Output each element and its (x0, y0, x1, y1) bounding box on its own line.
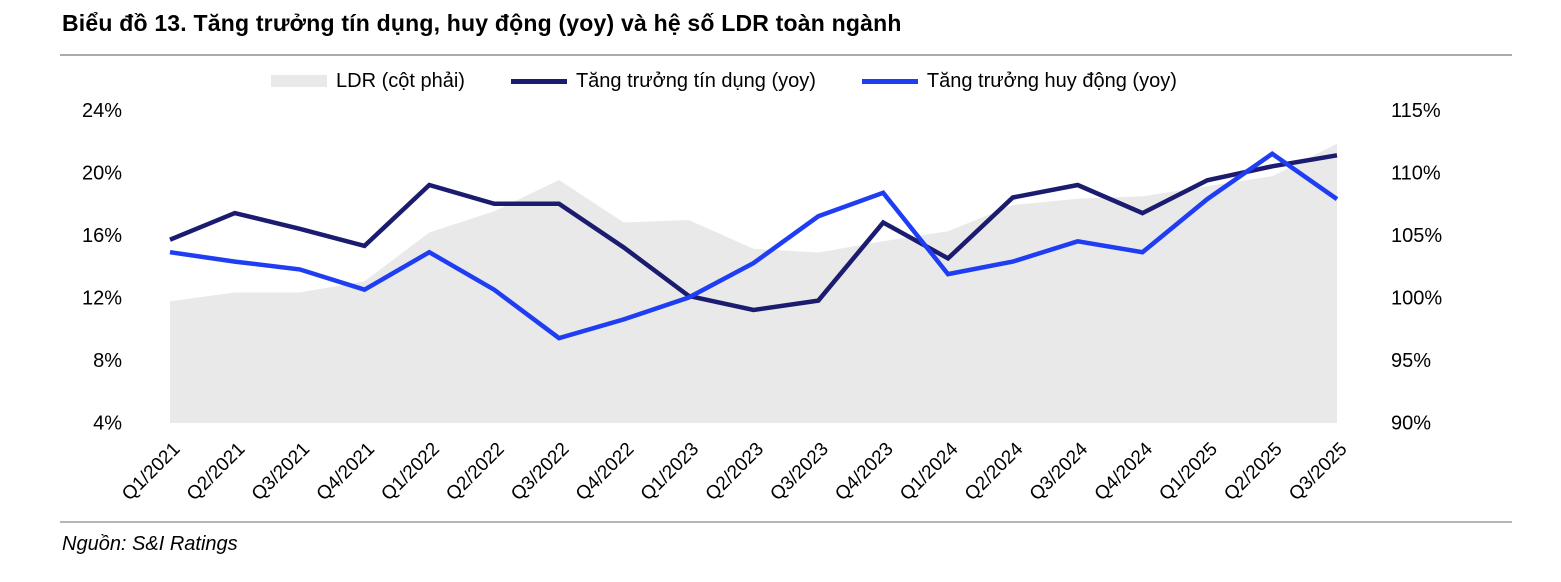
right-axis-tick: 115% (1391, 100, 1441, 122)
left-axis-tick: 16% (82, 225, 122, 247)
legend-item-ldr: LDR (cột phải) (271, 70, 465, 93)
footer-divider (60, 521, 1512, 523)
x-axis-label: Q4/2023 (831, 439, 897, 505)
deposit-growth-line-series (169, 151, 1339, 341)
x-axis-label: Q3/2024 (1026, 438, 1093, 505)
chart-title: Biểu đồ 13. Tăng trưởng tín dụng, huy độ… (62, 10, 902, 36)
ldr-area-series (170, 143, 1337, 424)
legend-label-deposit: Tăng trưởng huy động (yoy) (926, 69, 1177, 92)
source-note: Nguồn: S&I Ratings (62, 533, 238, 555)
legend-label-ldr: LDR (cột phải) (336, 69, 465, 92)
right-axis-tick: 110% (1391, 163, 1441, 185)
right-axis-tick: 95% (1391, 350, 1431, 372)
legend-label-credit: Tăng trưởng tín dụng (yoy) (575, 69, 816, 92)
ldr-area-swatch-icon (271, 75, 327, 87)
x-axis-label: Q3/2023 (766, 439, 832, 505)
credit-growth-line-series (169, 153, 1338, 313)
legend-item-deposit: Tăng trưởng huy động (yoy) (861, 69, 1177, 93)
left-axis-tick: 8% (93, 350, 122, 372)
x-axis-label: Q1/2023 (637, 439, 703, 505)
deposit-line-swatch-icon (861, 78, 918, 84)
x-axis-label: Q4/2024 (1091, 438, 1158, 505)
legend: LDR (cột phải) Tăng trưởng tín dụng (yoy… (271, 68, 1177, 94)
right-axis-tick: 105% (1391, 225, 1442, 247)
left-axis-tick: 20% (82, 163, 122, 185)
x-axis-label: Q3/2022 (507, 439, 573, 505)
x-axis-label: Q2/2024 (961, 438, 1028, 505)
x-axis-label: Q2/2023 (702, 439, 768, 505)
x-axis-label: Q2/2021 (183, 439, 249, 505)
left-axis-tick: 12% (82, 288, 122, 310)
x-axis-label: Q4/2022 (572, 439, 638, 505)
right-axis-tick: 90% (1391, 413, 1431, 435)
x-axis-label: Q1/2021 (118, 439, 184, 505)
x-axis-label: Q1/2025 (1155, 439, 1221, 505)
left-axis-tick: 4% (93, 413, 122, 435)
x-axis-label: Q1/2022 (377, 439, 443, 505)
title-divider (60, 54, 1512, 56)
x-axis-label: Q1/2024 (896, 438, 963, 505)
left-axis-tick: 24% (82, 100, 122, 122)
x-axis-label: Q2/2022 (442, 439, 508, 505)
legend-item-credit: Tăng trưởng tín dụng (yoy) (510, 69, 816, 93)
x-axis-label: Q3/2021 (248, 439, 314, 505)
credit-line-swatch-icon (510, 78, 567, 84)
right-axis-tick: 100% (1391, 288, 1442, 310)
x-axis-label: Q2/2025 (1220, 439, 1286, 505)
x-axis-label: Q3/2025 (1285, 439, 1351, 505)
x-axis-label: Q4/2021 (313, 439, 379, 505)
